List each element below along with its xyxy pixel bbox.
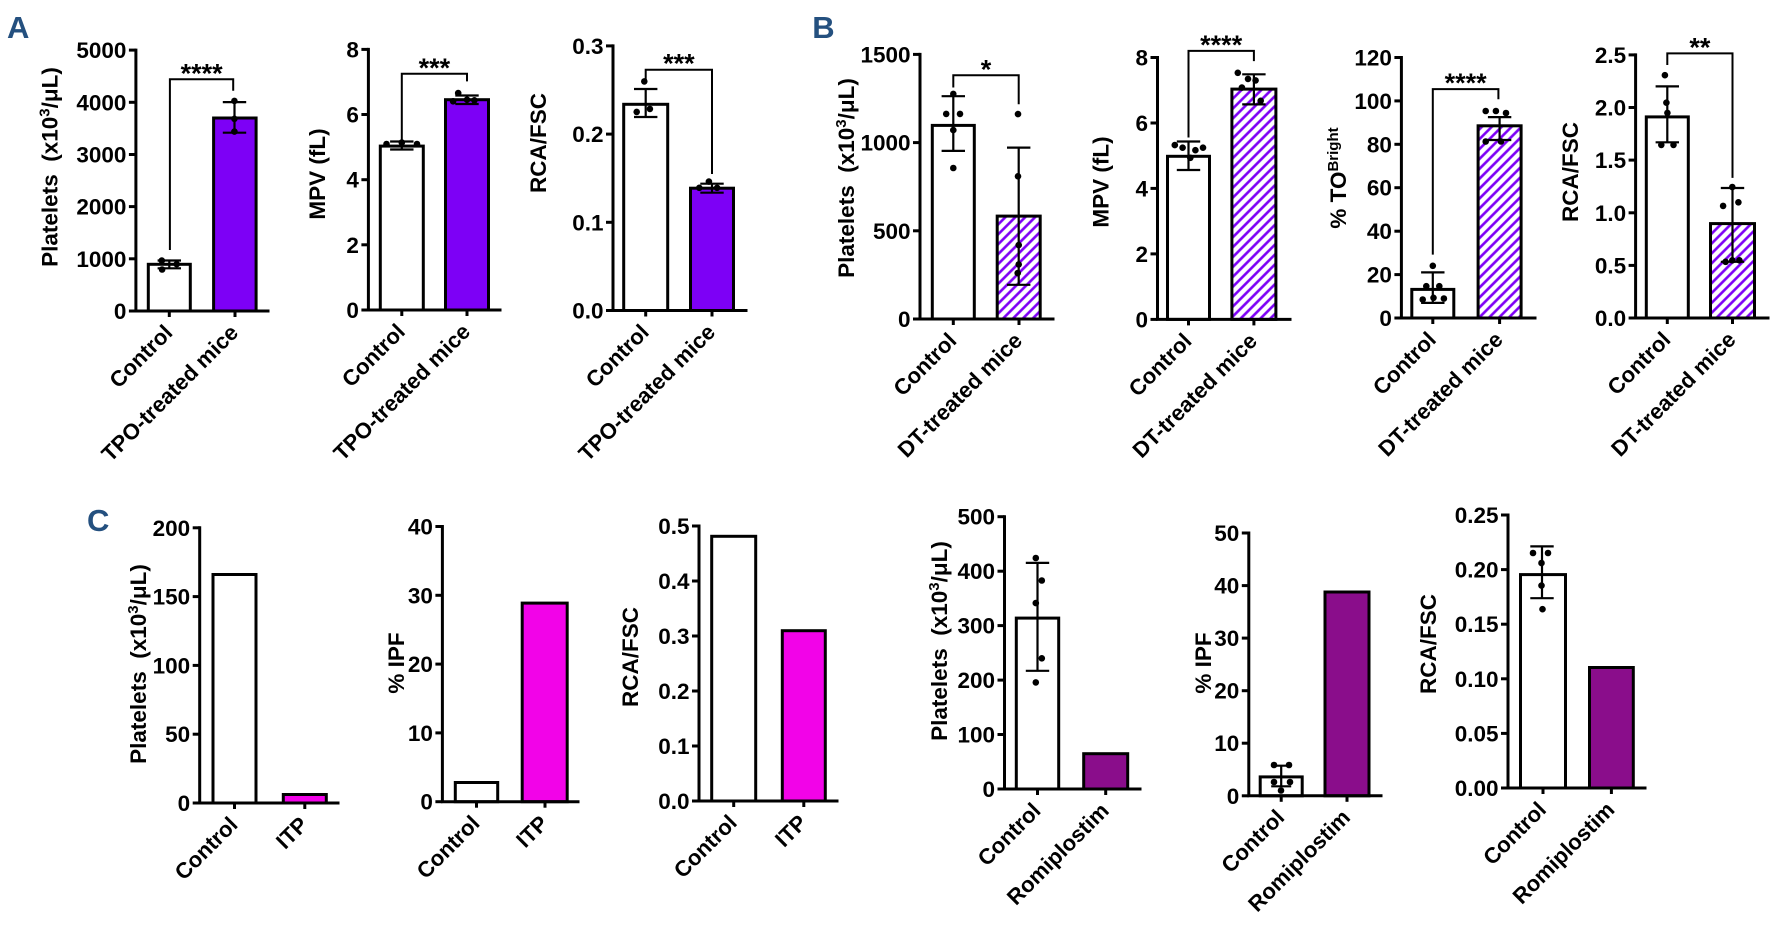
svg-text:200: 200 (957, 668, 995, 693)
svg-text:100: 100 (153, 653, 191, 678)
svg-text:500: 500 (873, 219, 911, 244)
svg-text:0.3: 0.3 (658, 624, 689, 649)
svg-text:% IPF: % IPF (384, 632, 409, 693)
svg-text:0.0: 0.0 (1595, 306, 1626, 331)
svg-text:0.15: 0.15 (1455, 612, 1499, 637)
svg-text:30: 30 (408, 583, 433, 608)
svg-text:**: ** (1689, 32, 1711, 62)
svg-text:2000: 2000 (76, 195, 126, 220)
svg-text:0: 0 (1379, 306, 1392, 331)
svg-text:2.0: 2.0 (1595, 96, 1626, 121)
svg-text:0: 0 (114, 299, 127, 324)
svg-text:100: 100 (957, 723, 995, 748)
svg-text:RCA/FSC: RCA/FSC (526, 93, 551, 193)
svg-text:50: 50 (1214, 521, 1239, 546)
svg-text:0.5: 0.5 (1595, 253, 1626, 278)
svg-text:****: **** (1445, 68, 1488, 98)
svg-text:200: 200 (153, 516, 191, 541)
svg-text:RCA/FSC: RCA/FSC (1416, 594, 1441, 694)
svg-text:0: 0 (982, 777, 995, 802)
svg-text:300: 300 (957, 614, 995, 639)
svg-text:0.0: 0.0 (572, 299, 603, 324)
svg-text:150: 150 (153, 585, 191, 610)
svg-text:0.3: 0.3 (572, 34, 603, 59)
svg-text:****: **** (181, 58, 224, 88)
svg-text:3000: 3000 (76, 143, 126, 168)
svg-text:0.2: 0.2 (658, 679, 689, 704)
svg-text:80: 80 (1367, 132, 1392, 157)
svg-text:% IPF: % IPF (1191, 632, 1216, 693)
svg-text:***: *** (663, 49, 695, 79)
svg-text:2.5: 2.5 (1595, 43, 1626, 68)
svg-text:****: **** (1200, 30, 1243, 60)
svg-text:1000: 1000 (76, 247, 126, 272)
svg-text:0: 0 (1227, 784, 1240, 809)
svg-text:1.5: 1.5 (1595, 148, 1626, 173)
svg-text:Platelets (x103​/μL): Platelets (x103​/μL) (37, 67, 63, 267)
svg-text:2: 2 (346, 233, 359, 258)
svg-text:4000: 4000 (76, 90, 126, 115)
svg-text:Platelets (x103​/μL): Platelets (x103​/μL) (833, 78, 859, 278)
svg-text:400: 400 (957, 559, 995, 584)
svg-text:0.5: 0.5 (658, 514, 689, 539)
svg-text:C: C (87, 503, 109, 538)
svg-text:6: 6 (346, 103, 359, 128)
svg-text:*: * (981, 54, 992, 84)
svg-text:0.20: 0.20 (1455, 558, 1499, 583)
svg-text:0.2: 0.2 (572, 122, 603, 147)
svg-text:1.0: 1.0 (1595, 201, 1626, 226)
svg-text:10: 10 (1214, 731, 1239, 756)
svg-text:20: 20 (1214, 679, 1239, 704)
svg-text:MPV (fL): MPV (fL) (305, 128, 330, 219)
svg-text:10: 10 (408, 721, 433, 746)
svg-text:5000: 5000 (76, 38, 126, 63)
svg-text:0.4: 0.4 (658, 569, 690, 594)
svg-text:0.1: 0.1 (572, 210, 603, 235)
svg-text:20: 20 (408, 652, 433, 677)
svg-text:0: 0 (178, 791, 191, 816)
svg-text:0: 0 (898, 307, 911, 332)
svg-text:0: 0 (346, 298, 359, 323)
svg-text:6: 6 (1135, 111, 1148, 136)
svg-text:0.25: 0.25 (1455, 503, 1499, 528)
svg-text:4: 4 (346, 168, 359, 193)
svg-text:Platelets (x103​/μL): Platelets (x103​/μL) (125, 564, 151, 764)
svg-text:A: A (7, 10, 29, 45)
svg-text:MPV (fL): MPV (fL) (1089, 136, 1114, 227)
svg-text:60: 60 (1367, 176, 1392, 201)
svg-text:500: 500 (957, 505, 995, 530)
svg-text:20: 20 (1367, 263, 1392, 288)
svg-text:8: 8 (1135, 46, 1148, 71)
svg-text:0.10: 0.10 (1455, 667, 1499, 692)
svg-text:% TOBright​: % TOBright​ (1325, 127, 1351, 228)
svg-text:0: 0 (1135, 307, 1148, 332)
svg-text:0.05: 0.05 (1455, 721, 1499, 746)
svg-text:Platelets (x103​/μL): Platelets (x103​/μL) (926, 541, 952, 741)
svg-text:40: 40 (1367, 219, 1392, 244)
svg-text:120: 120 (1354, 46, 1392, 71)
svg-text:100: 100 (1354, 89, 1392, 114)
svg-text:0.0: 0.0 (658, 789, 689, 814)
svg-text:50: 50 (165, 722, 190, 747)
svg-text:RCA/FSC: RCA/FSC (1558, 122, 1583, 222)
svg-text:2: 2 (1135, 242, 1148, 267)
svg-text:1500: 1500 (860, 42, 910, 67)
svg-text:***: *** (419, 53, 451, 83)
svg-text:30: 30 (1214, 626, 1239, 651)
svg-text:40: 40 (1214, 574, 1239, 599)
svg-text:1000: 1000 (860, 131, 910, 156)
svg-text:RCA/FSC: RCA/FSC (618, 607, 643, 707)
svg-text:0.00: 0.00 (1455, 776, 1499, 801)
svg-text:4: 4 (1135, 176, 1148, 201)
svg-text:40: 40 (408, 515, 433, 540)
svg-text:B: B (812, 10, 834, 45)
svg-text:0.1: 0.1 (658, 734, 689, 759)
svg-text:0: 0 (420, 790, 433, 815)
svg-text:8: 8 (346, 37, 359, 62)
